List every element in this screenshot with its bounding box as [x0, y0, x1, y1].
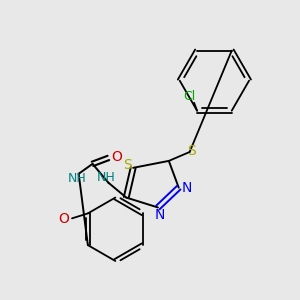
- Text: O: O: [111, 150, 122, 164]
- Text: O: O: [59, 212, 70, 226]
- Text: S: S: [187, 144, 196, 158]
- Text: N: N: [182, 181, 192, 195]
- Text: N: N: [155, 208, 165, 222]
- Text: NH: NH: [67, 172, 86, 185]
- Text: NH: NH: [97, 171, 116, 184]
- Text: S: S: [123, 158, 132, 172]
- Text: Cl: Cl: [183, 90, 195, 103]
